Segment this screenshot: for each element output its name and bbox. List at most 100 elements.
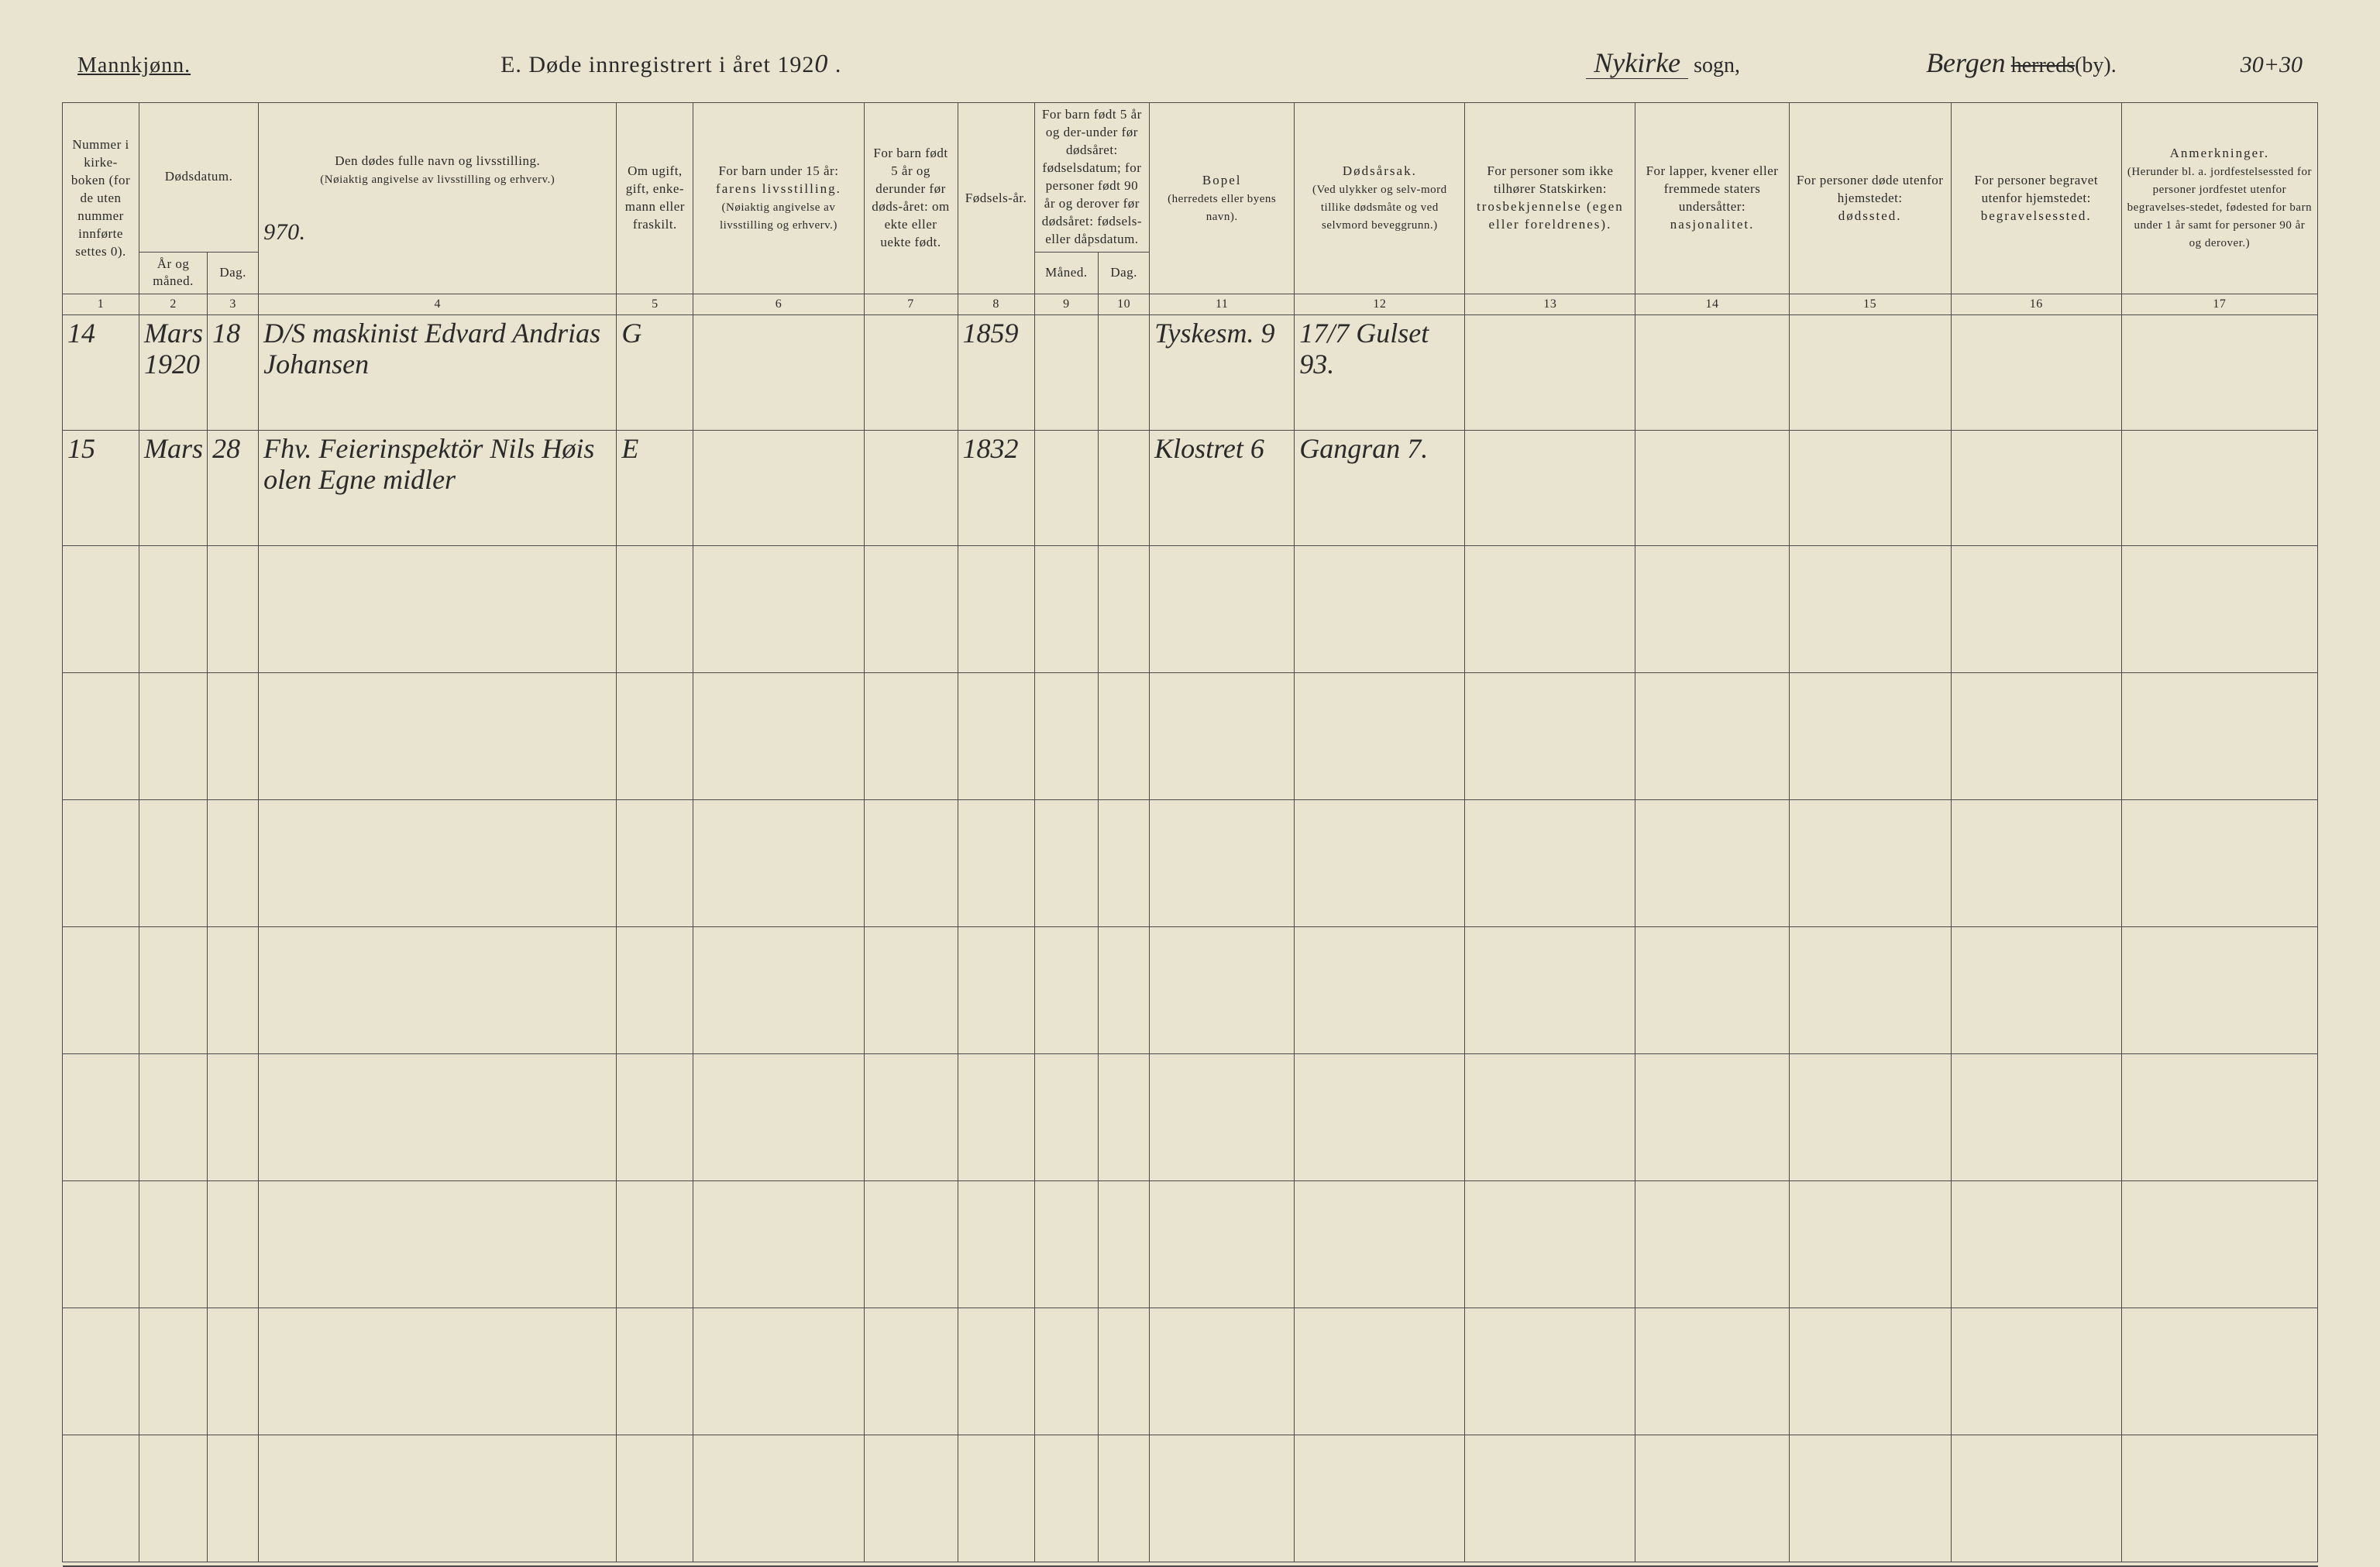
register-page: Mannkjønn. E. Døde innregistrert i året … [0, 0, 2380, 1556]
table-cell [1150, 1180, 1295, 1308]
page-title: E. Døde innregistrert i året 1920 . [500, 50, 1431, 79]
table-cell [1951, 430, 2121, 545]
table-cell [139, 1308, 208, 1435]
table-cell [63, 926, 139, 1053]
table-cell [693, 799, 864, 926]
table-cell [1789, 545, 1951, 672]
table-cell [2121, 1435, 2317, 1562]
table-cell [1635, 799, 1789, 926]
table-cell [259, 1435, 617, 1562]
table-cell [1951, 799, 2121, 926]
table-cell [864, 545, 958, 672]
col-9-10-header-top: For barn født 5 år og der-under før døds… [1034, 103, 1150, 253]
colnum: 13 [1465, 294, 1635, 315]
table-cell [864, 314, 958, 430]
table-cell [958, 1435, 1034, 1562]
table-cell [259, 926, 617, 1053]
table-cell: E [617, 430, 693, 545]
table-cell [693, 1180, 864, 1308]
table-cell [1099, 1053, 1150, 1180]
col-1-header: Nummer i kirke-boken (for de uten nummer… [63, 103, 139, 294]
table-row-blank [63, 1435, 2318, 1562]
table-cell [1465, 1180, 1635, 1308]
herred-name-hand: Bergen [1926, 47, 2006, 78]
table-cell [1789, 430, 1951, 545]
table-cell: Gangran 7. [1295, 430, 1465, 545]
table-cell [617, 1308, 693, 1435]
colnum: 10 [1099, 294, 1150, 315]
table-cell [1789, 672, 1951, 799]
title-suffix: . [828, 52, 841, 77]
table-cell [1295, 545, 1465, 672]
table-cell [1789, 1435, 1951, 1562]
table-cell [63, 672, 139, 799]
column-number-row: 1 2 3 4 5 6 7 8 9 10 11 12 13 14 15 16 1… [63, 294, 2318, 315]
table-cell [1635, 672, 1789, 799]
table-cell [259, 1180, 617, 1308]
table-cell [1465, 314, 1635, 430]
table-cell [1789, 1053, 1951, 1180]
col-14-top: For lapper, kvener eller fremmede stater… [1646, 163, 1779, 214]
col-17-top: Anmerkninger. [2170, 146, 2269, 160]
herred-block: Bergen herreds(by). [1926, 46, 2117, 79]
table-cell [1099, 672, 1150, 799]
table-cell: Klostret 6 [1150, 430, 1295, 545]
table-row-blank [63, 799, 2318, 926]
table-cell [1951, 1308, 2121, 1435]
table-cell [1465, 430, 1635, 545]
table-cell [693, 1053, 864, 1180]
handwritten-value: 1859 [963, 318, 1019, 349]
table-cell [1465, 545, 1635, 672]
table-cell [1635, 926, 1789, 1053]
table-cell [1635, 314, 1789, 430]
col-11-top: Bopel [1202, 173, 1242, 187]
table-cell [1034, 430, 1099, 545]
table-cell [617, 926, 693, 1053]
colnum: 1 [63, 294, 139, 315]
table-cell [1034, 799, 1099, 926]
table-cell [208, 926, 259, 1053]
table-cell [2121, 672, 2317, 799]
table-cell [139, 545, 208, 672]
table-cell [864, 1053, 958, 1180]
table-cell [958, 1180, 1034, 1308]
table-row: 15Mars28Fhv. Feierinspektör Nils Høis ol… [63, 430, 2318, 545]
table-cell [1295, 1435, 1465, 1562]
table-cell [1099, 799, 1150, 926]
table-cell [1099, 926, 1150, 1053]
table-cell [208, 1053, 259, 1180]
handwritten-value: E [621, 433, 638, 464]
table-cell [259, 1053, 617, 1180]
table-cell [864, 430, 958, 545]
table-cell: 15 [63, 430, 139, 545]
table-cell [1099, 1308, 1150, 1435]
table-cell: 1859 [958, 314, 1034, 430]
col-2-header: År og måned. [139, 252, 208, 294]
table-cell [1465, 799, 1635, 926]
table-cell [864, 672, 958, 799]
table-cell [2121, 1053, 2317, 1180]
col-16-header: For personer begravet utenfor hjemstedet… [1951, 103, 2121, 294]
table-cell [139, 1435, 208, 1562]
col-15-header: For personer døde utenfor hjemstedet: dø… [1789, 103, 1951, 294]
table-cell [1034, 1053, 1099, 1180]
table-row-blank [63, 545, 2318, 672]
table-cell [864, 799, 958, 926]
table-cell [1465, 1308, 1635, 1435]
colnum: 9 [1034, 294, 1099, 315]
table-cell: 18 [208, 314, 259, 430]
table-cell: Fhv. Feierinspektör Nils Høis olen Egne … [259, 430, 617, 545]
table-cell [1789, 926, 1951, 1053]
colnum: 8 [958, 294, 1034, 315]
table-cell [259, 672, 617, 799]
table-cell [1034, 1308, 1099, 1435]
herred-suffix: (by). [2075, 53, 2117, 77]
table-header: Nummer i kirke-boken (for de uten nummer… [63, 103, 2318, 315]
col-2-3-header-top: Dødsdatum. [139, 103, 259, 253]
table-cell [1034, 314, 1099, 430]
col-4-sub: (Nøiaktig angivelse av livsstilling og e… [320, 174, 555, 186]
col-6-header: For barn under 15 år: farens livsstillin… [693, 103, 864, 294]
table-row: 14Mars 192018D/S maskinist Edvard Andria… [63, 314, 2318, 430]
table-cell [1789, 1308, 1951, 1435]
table-cell [693, 926, 864, 1053]
